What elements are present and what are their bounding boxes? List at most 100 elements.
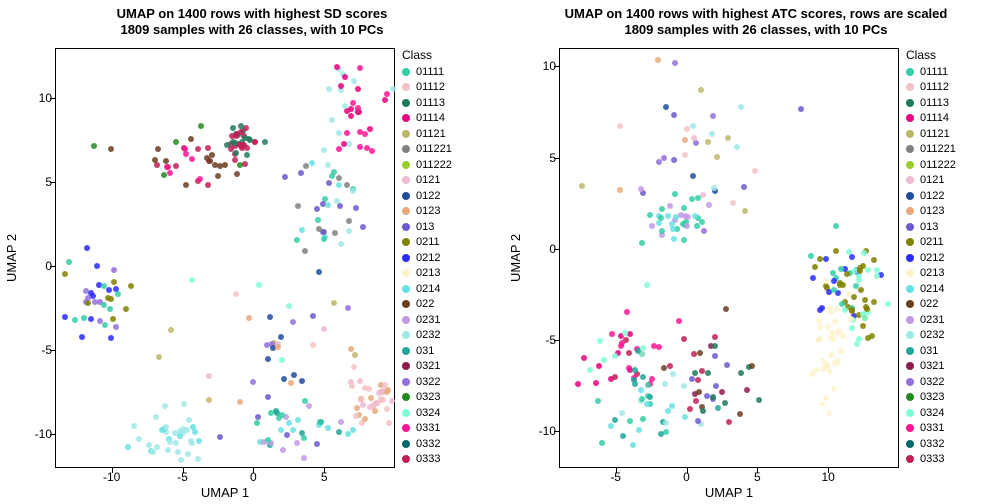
scatter-point: [367, 126, 373, 132]
scatter-point: [265, 394, 271, 400]
scatter-point: [809, 371, 815, 377]
scatter-point: [244, 152, 250, 158]
scatter-point: [828, 352, 834, 358]
x-tick-label: 5: [309, 470, 339, 484]
legend-item: 0213: [402, 266, 498, 282]
scatter-point: [823, 278, 829, 284]
legend-item: 0332: [906, 436, 1002, 452]
scatter-point: [665, 213, 671, 219]
scatter-point: [321, 147, 327, 153]
scatter-point: [639, 396, 645, 402]
legend-item: 011222: [402, 157, 498, 173]
scatter-point: [351, 78, 357, 84]
scatter-point: [111, 267, 117, 273]
scatter-point: [871, 299, 877, 305]
scatter-point: [837, 280, 843, 286]
legend-item: 01112: [906, 80, 1002, 96]
scatter-point: [647, 394, 653, 400]
legend-swatch: [906, 254, 914, 262]
legend-label: 01112: [416, 81, 445, 93]
scatter-point: [348, 106, 354, 112]
legend-swatch: [906, 393, 914, 401]
legend-swatch: [906, 316, 914, 324]
scatter-point: [817, 307, 823, 313]
scatter-point: [205, 145, 211, 151]
legend-swatch: [906, 285, 914, 293]
scatter-point: [123, 306, 129, 312]
scatter-point: [639, 240, 645, 246]
legend-item: 0323: [402, 390, 498, 406]
scatter-point: [714, 154, 720, 160]
legend-swatch: [402, 393, 410, 401]
scatter-point: [833, 223, 839, 229]
legend-label: 0331: [416, 422, 440, 434]
legend-swatch: [906, 424, 914, 432]
scatter-point: [827, 369, 833, 375]
legend-label: 011222: [416, 159, 452, 171]
legend-label: 0321: [920, 360, 944, 372]
legend-swatch: [906, 362, 914, 370]
scatter-point: [250, 379, 256, 385]
scatter-point: [817, 256, 823, 262]
scatter-point: [834, 360, 840, 366]
scatter-point: [663, 429, 669, 435]
scatter-point: [107, 306, 113, 312]
scatter-point: [354, 405, 360, 411]
scatter-point: [725, 135, 731, 141]
scatter-point: [233, 291, 239, 297]
scatter-point: [382, 382, 388, 388]
scatter-point: [671, 157, 677, 163]
scatter-point: [691, 135, 697, 141]
legend-label: 0331: [920, 422, 944, 434]
scatter-point: [670, 226, 676, 232]
legend-swatch: [402, 316, 410, 324]
scatter-point: [344, 130, 350, 136]
scatter-point: [858, 287, 864, 293]
legend-label: 0324: [416, 407, 440, 419]
scatter-point: [242, 161, 248, 167]
scatter-point: [682, 414, 688, 420]
legend-label: 0321: [416, 360, 440, 372]
legend-label: 022: [416, 298, 434, 310]
scatter-point: [346, 228, 352, 234]
scatter-point: [737, 411, 743, 417]
scatter-point: [846, 291, 852, 297]
scatter-point: [284, 432, 290, 438]
legend-label: 011221: [416, 143, 452, 155]
scatter-point: [695, 195, 701, 201]
scatter-point: [612, 374, 618, 380]
scatter-point: [756, 397, 762, 403]
x-tick-label: -10: [97, 470, 127, 484]
legend-item: 01113: [402, 95, 498, 111]
scatter-point: [857, 265, 863, 271]
scatter-point: [830, 270, 836, 276]
legend-label: 0231: [920, 314, 944, 326]
scatter-point: [298, 170, 304, 176]
scatter-point: [252, 139, 258, 145]
scatter-point: [667, 203, 673, 209]
scatter-point: [386, 420, 392, 426]
legend-label: 0213: [920, 267, 944, 279]
scatter-point: [705, 139, 711, 145]
legend-item: 01111: [906, 64, 1002, 80]
y-tick-label: 10: [26, 91, 52, 105]
legend-swatch: [906, 207, 914, 215]
legend-label: 01121: [416, 128, 446, 140]
legend-swatch: [402, 362, 410, 370]
scatter-point: [325, 425, 331, 431]
scatter-point: [326, 86, 332, 92]
scatter-point: [669, 403, 675, 409]
scatter-point: [711, 185, 717, 191]
scatter-point: [710, 394, 716, 400]
scatter-point: [206, 397, 212, 403]
scatter-point: [167, 170, 173, 176]
scatter-point: [689, 196, 695, 202]
scatter-point: [88, 316, 94, 322]
scatter-point: [286, 303, 292, 309]
scatter-point: [353, 413, 359, 419]
scatter-point: [150, 449, 156, 455]
scatter-point: [362, 385, 368, 391]
scatter-point: [125, 444, 131, 450]
scatter-point: [255, 414, 261, 420]
right-ylabel: UMAP 2: [508, 48, 524, 468]
